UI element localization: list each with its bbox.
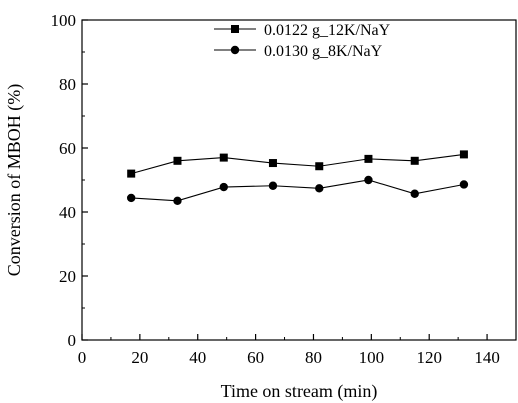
- x-tick-label: 40: [189, 348, 206, 367]
- data-point: [219, 182, 228, 192]
- x-axis-title: Time on stream (min): [221, 381, 378, 402]
- y-tick-label: 0: [68, 331, 77, 350]
- series-2: [126, 175, 469, 205]
- data-point: [173, 156, 182, 165]
- y-tick-label: 20: [59, 267, 76, 286]
- data-point: [410, 156, 419, 165]
- y-tick-label: 60: [59, 139, 76, 158]
- legend-label: 0.0130 g_8K/NaY: [264, 43, 383, 60]
- legend-entry: 0.0130 g_8K/NaY: [214, 43, 383, 60]
- legend-marker: [230, 45, 240, 55]
- data-point: [219, 153, 228, 162]
- plot-frame: [81, 19, 517, 341]
- data-point: [364, 175, 373, 185]
- x-tick-label: 140: [474, 348, 500, 367]
- y-tick-label: 100: [51, 11, 77, 30]
- legend-label: 0.0122 g_12K/NaY: [264, 22, 391, 39]
- data-point: [410, 189, 419, 198]
- data-point: [173, 196, 182, 205]
- data-point: [459, 150, 468, 159]
- x-tick-label: 80: [305, 348, 322, 367]
- y-axis-title: Conversion of MBOH (%): [4, 84, 25, 276]
- data-point: [268, 181, 278, 190]
- legend: 0.0122 g_12K/NaY 0.0130 g_8K/NaY: [214, 22, 391, 60]
- data-point: [364, 154, 373, 163]
- y-tick-label: 40: [59, 203, 76, 222]
- series-1: [127, 150, 468, 178]
- legend-entry: 0.0122 g_12K/NaY: [214, 22, 391, 39]
- series-layer: [126, 150, 469, 205]
- y-axis-title-group: Conversion of MBOH (%): [4, 84, 25, 276]
- data-point: [127, 169, 136, 178]
- data-point: [315, 162, 324, 171]
- data-point: [315, 184, 324, 193]
- series-line: [131, 153, 464, 175]
- data-point: [126, 193, 136, 203]
- axes: 0 20 40 60 80 100 120 140 0 20 40 60 80 100: [51, 11, 517, 367]
- data-point: [459, 180, 469, 189]
- x-tick-label: 60: [247, 348, 264, 367]
- series-line: [131, 179, 465, 202]
- x-tick-label: 0: [78, 348, 87, 367]
- x-tick-label: 120: [416, 348, 442, 367]
- y-tick-label: 80: [59, 75, 76, 94]
- x-tick-label: 20: [131, 348, 148, 367]
- x-tick-label: 100: [359, 348, 385, 367]
- legend-marker: [231, 25, 239, 33]
- data-point: [268, 159, 277, 168]
